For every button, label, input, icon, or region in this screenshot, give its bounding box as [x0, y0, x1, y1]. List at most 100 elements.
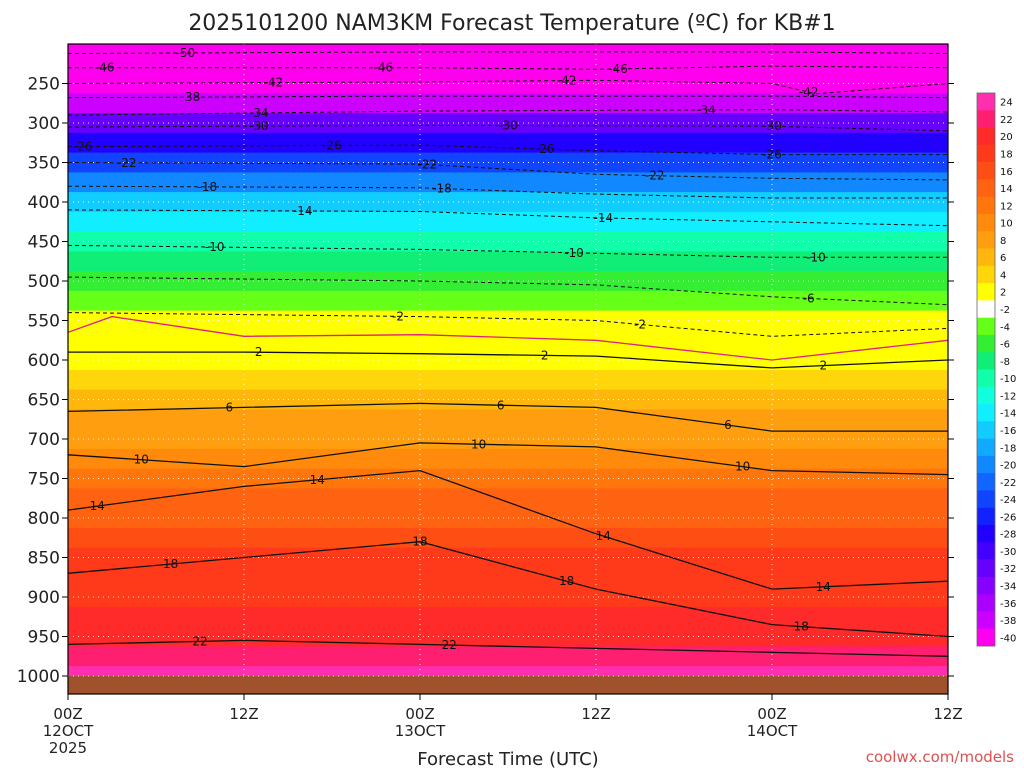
isotherm-line — [67, 144, 948, 156]
temperature-band — [68, 211, 948, 233]
isotherm-line — [68, 351, 949, 369]
contour-label: -22 — [645, 169, 665, 183]
contour-label: 2 — [541, 348, 549, 362]
temperature-band — [68, 369, 948, 391]
colorbar-label: 12 — [1000, 201, 1013, 212]
colorbar-swatch — [977, 162, 995, 180]
temperature-band — [68, 44, 948, 57]
y-tick-label: 600 — [28, 351, 60, 371]
colorbar-swatch — [977, 404, 995, 422]
contour-label: -30 — [249, 119, 269, 133]
colorbar-label: 4 — [1000, 271, 1006, 282]
contour-label: 14 — [310, 473, 325, 487]
x-tick-label: 12Z — [581, 705, 610, 723]
colorbar-label: 10 — [1000, 219, 1013, 230]
colorbar-swatch — [977, 283, 995, 301]
contour-label: 22 — [192, 634, 207, 648]
contour-label: -30 — [498, 119, 518, 133]
x-tick-label: 13OCT — [395, 722, 446, 740]
contour-label: -26 — [535, 142, 555, 156]
credit-link[interactable]: coolwx.com/models — [866, 748, 1014, 766]
contour-label: -46 — [608, 62, 628, 76]
temperature-band — [68, 290, 948, 312]
contour-label: 2 — [255, 345, 263, 359]
colorbar-label: -32 — [1000, 564, 1016, 575]
contour-label: -6 — [803, 291, 815, 305]
temperature-band — [68, 448, 948, 470]
colorbar-swatch — [977, 594, 995, 612]
colorbar-label: -14 — [1000, 409, 1016, 420]
contour-label: 18 — [163, 557, 178, 571]
isotherm-line — [67, 244, 948, 258]
contour-label: -14 — [293, 204, 313, 218]
colorbar-label: -24 — [1000, 495, 1016, 506]
y-tick-label: 700 — [28, 430, 60, 450]
isotherm-line — [67, 639, 949, 657]
isotherm-line — [67, 541, 949, 638]
temperature-band — [68, 75, 948, 94]
contour-label: -22 — [117, 156, 137, 170]
isotherm-line — [67, 95, 949, 99]
colorbar-label: -6 — [1000, 340, 1010, 351]
contour-label: -26 — [73, 140, 93, 154]
x-tick-label: 12OCT — [43, 722, 94, 740]
colorbar-label: -4 — [1000, 322, 1010, 333]
contour-label: -34 — [249, 106, 269, 120]
ground-surface — [68, 676, 948, 694]
y-tick-label: 450 — [28, 233, 60, 253]
contour-label: -10 — [806, 250, 826, 264]
colorbar: 24 22 20 18 16 14 12 10 8 6 4 2 -2 -4 -6 -8 -10 -12 -14 -16… — [976, 92, 1016, 647]
x-tick-label: 12Z — [229, 705, 258, 723]
isotherm-line — [67, 162, 949, 181]
colorbar-swatch — [977, 611, 995, 629]
x-tick-label: 14OCT — [747, 722, 798, 740]
temperature-band — [68, 132, 948, 154]
colorbar-label: 8 — [1000, 236, 1006, 247]
isotherm-line — [67, 402, 948, 432]
contour-label: 2 — [819, 359, 827, 373]
colorbar-swatch — [977, 455, 995, 474]
contour-label: 10 — [134, 453, 149, 467]
colorbar-label: 14 — [1000, 184, 1013, 195]
temperature-band — [68, 666, 948, 677]
contour-label: 6 — [724, 418, 732, 432]
contour-label: 14 — [90, 499, 105, 513]
colorbar-label: -28 — [1000, 530, 1016, 541]
contour-label: -30 — [762, 119, 782, 133]
colorbar-swatch — [977, 127, 995, 146]
temperature-band — [68, 567, 948, 588]
contour-label: 6 — [497, 398, 505, 412]
temperature-band — [68, 606, 948, 628]
y-tick-label: 850 — [28, 549, 60, 569]
colorbar-swatch — [977, 248, 995, 267]
colorbar-label: -36 — [1000, 599, 1016, 610]
colorbar-label: -18 — [1000, 443, 1016, 454]
contour-label: 18 — [412, 535, 427, 549]
colorbar-swatch — [977, 525, 995, 543]
isotherm-line — [68, 65, 949, 70]
contour-label: -2 — [634, 317, 646, 331]
contour-label: 18 — [794, 620, 809, 634]
temperature-band — [68, 55, 948, 77]
colorbar-label: -38 — [1000, 616, 1016, 627]
temperature-band — [68, 409, 948, 430]
x-tick-label: 00Z — [405, 705, 434, 723]
isotherm-line — [67, 51, 949, 54]
contour-label: -22 — [417, 158, 437, 172]
contour-label: -18 — [432, 182, 452, 196]
contour-label: -10 — [564, 246, 584, 260]
contour-label: -50 — [175, 46, 195, 60]
contour-label: -34 — [696, 103, 716, 117]
colorbar-label: 16 — [1000, 167, 1013, 178]
colorbar-label: -2 — [1000, 305, 1010, 316]
y-tick-label: 900 — [28, 588, 60, 608]
x-tick-label: 12Z — [933, 705, 962, 723]
isotherm-line — [67, 109, 949, 116]
colorbar-swatch — [977, 576, 995, 595]
colorbar-swatch — [977, 93, 995, 111]
colorbar-label: -30 — [1000, 547, 1016, 558]
x-tick-label: 2025 — [49, 739, 87, 757]
colorbar-label: 6 — [1000, 253, 1006, 264]
temperature-band — [68, 646, 948, 667]
